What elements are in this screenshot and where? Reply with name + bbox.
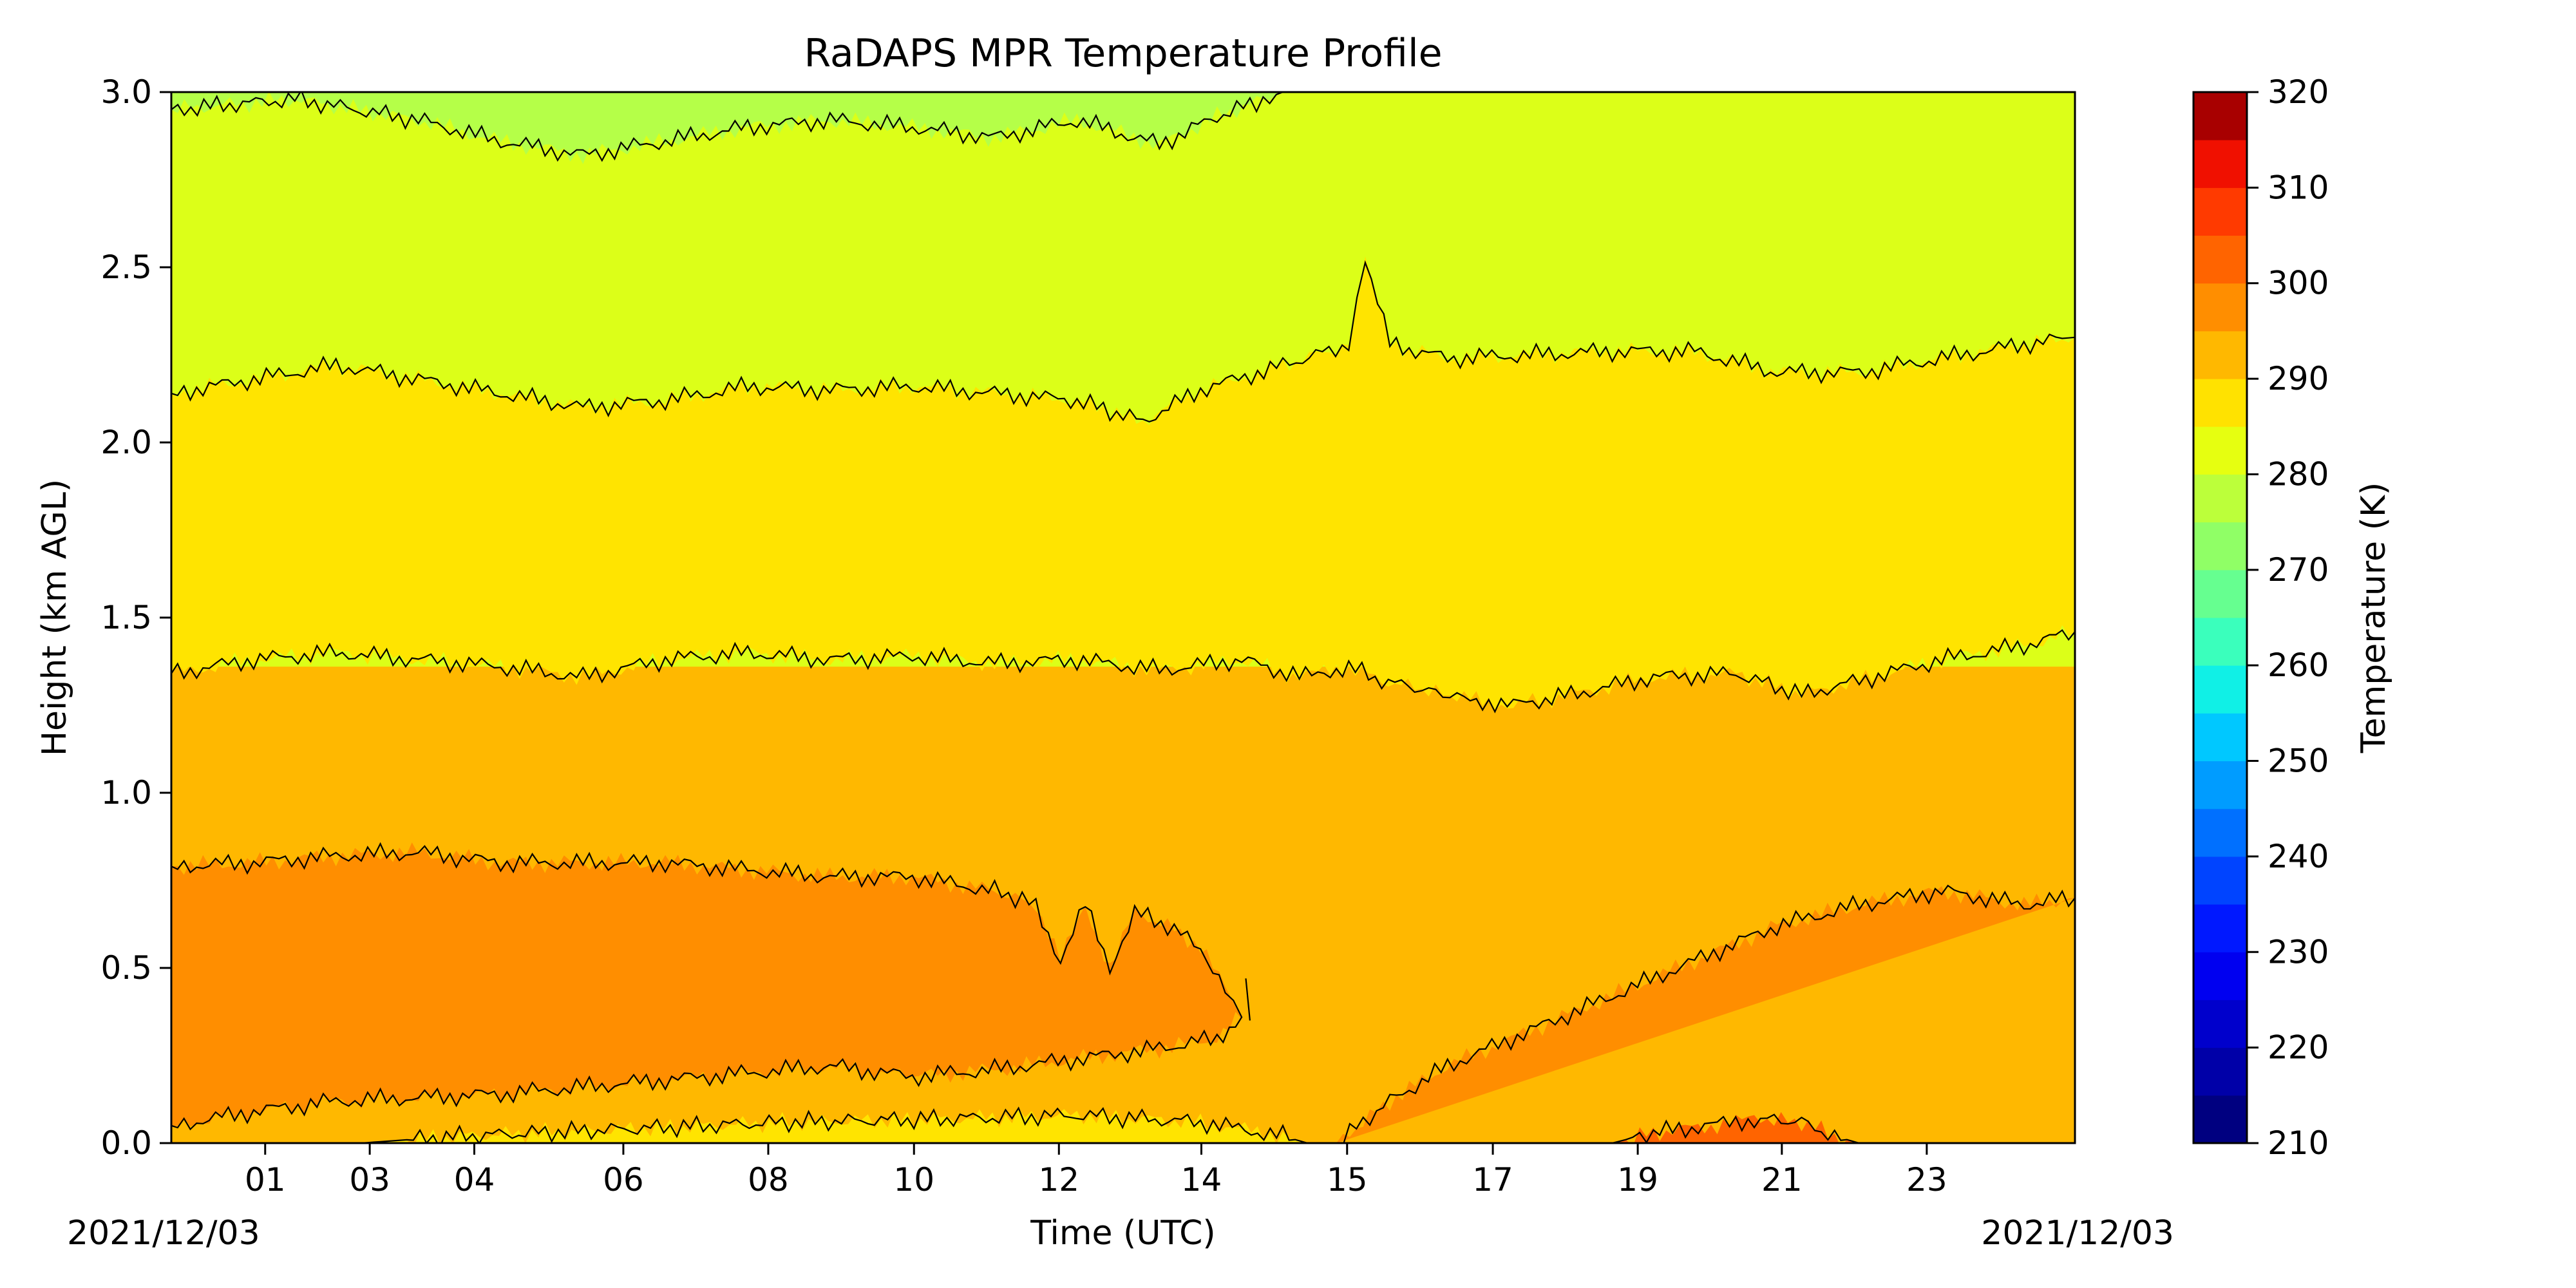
colorbar-band-265 (2193, 569, 2247, 618)
x-tick-label: 08 (748, 1161, 789, 1198)
y-tick-label: 2.0 (100, 424, 152, 461)
colorbar-tick-label: 320 (2268, 73, 2329, 111)
colorbar-band-235 (2193, 856, 2247, 905)
contour-line-275 (171, 92, 1283, 162)
x-tick-label: 14 (1181, 1161, 1222, 1198)
colorbar-band-290 (2193, 330, 2247, 379)
contour-line-295 (171, 842, 1243, 1131)
colorbar-band-280 (2193, 426, 2247, 475)
colorbar-band-305 (2193, 187, 2247, 236)
x-tick-label: 04 (454, 1161, 495, 1198)
colorbar-band-255 (2193, 665, 2247, 714)
x-tick-label: 06 (603, 1161, 644, 1198)
colorbar-band-215 (2193, 1047, 2247, 1096)
contour-region-0 (171, 92, 1283, 164)
colorbar-band-295 (2193, 283, 2247, 332)
x-tick-label: 19 (1617, 1161, 1658, 1198)
colorbar-tick-label: 270 (2268, 551, 2329, 589)
y-axis-ticks: 0.0 0.5 1.0 1.5 2.0 2.5 3.0 (100, 73, 171, 1162)
colorbar-band-260 (2193, 618, 2247, 666)
colorbar-band-310 (2193, 140, 2247, 188)
contour-region-4 (1612, 1112, 1859, 1143)
x-tick-label: 23 (1906, 1161, 1947, 1198)
contour-line-300 (1612, 1113, 1860, 1143)
colorbar-band-275 (2193, 474, 2247, 523)
chart-title: RaDAPS MPR Temperature Profile (804, 31, 1442, 76)
colorbar-band-230 (2193, 904, 2247, 952)
colorbar-tick-label: 240 (2268, 838, 2329, 875)
y-tick-label: 1.5 (100, 599, 152, 636)
x-tick-label: 15 (1327, 1161, 1368, 1198)
colorbar-band-300 (2193, 235, 2247, 284)
y-axis-label: Height (km AGL) (35, 479, 74, 756)
colorbar-band-225 (2193, 952, 2247, 1000)
x-axis-ticks: 01 03 04 06 08 10 12 14 15 17 19 21 23 (245, 1143, 1947, 1198)
date-left: 2021/12/03 (67, 1214, 260, 1253)
x-tick-label: 03 (349, 1161, 390, 1198)
y-tick-label: 0.5 (100, 949, 152, 987)
colorbar-label: Temperature (K) (2354, 482, 2393, 754)
contour-line-300 (1245, 978, 1251, 1021)
contour-fill-layer (171, 92, 2075, 1143)
y-tick-label: 0.0 (100, 1124, 152, 1162)
colorbar-bands (2193, 92, 2247, 1144)
colorbar: 210 220 230 240 250 260 270 280 290 300 310 320 Tem… (2192, 73, 2393, 1162)
colorbar-tick-label: 290 (2268, 360, 2329, 397)
y-tick-label: 1.0 (100, 774, 152, 811)
contour-line-280 (171, 260, 2075, 422)
colorbar-band-210 (2193, 1095, 2247, 1144)
x-tick-label: 12 (1038, 1161, 1079, 1198)
contour-region-1 (171, 256, 2075, 711)
background-band-0 (171, 92, 2075, 393)
colorbar-frame (2192, 91, 2248, 1144)
contour-region-3 (1336, 886, 2075, 1143)
x-tick-label: 17 (1472, 1161, 1513, 1198)
contour-line-290 (361, 1106, 1308, 1143)
date-right: 2021/12/03 (1981, 1214, 2174, 1253)
colorbar-band-245 (2193, 761, 2247, 810)
contour-line-285 (171, 629, 2075, 714)
x-tick-label: 10 (893, 1161, 934, 1198)
x-tick-label: 21 (1761, 1161, 1803, 1198)
colorbar-ticks: 210 220 230 240 250 260 270 280 290 300 310 320 (2247, 73, 2329, 1162)
contour-line-295 (1336, 884, 2075, 1143)
y-tick-label: 3.0 (100, 73, 152, 111)
colorbar-band-285 (2193, 379, 2247, 427)
contour-line-layer (171, 92, 2075, 1143)
y-tick-label: 2.5 (100, 249, 152, 286)
contour-region-5 (361, 1107, 1308, 1143)
colorbar-band-220 (2193, 999, 2247, 1048)
colorbar-tick-label: 250 (2268, 743, 2329, 780)
colorbar-band-250 (2193, 713, 2247, 762)
colorbar-tick-label: 210 (2268, 1124, 2329, 1162)
plot-area (171, 92, 2075, 1143)
colorbar-tick-label: 300 (2268, 265, 2329, 302)
contour-region-2 (171, 842, 1242, 1127)
colorbar-band-315 (2193, 92, 2247, 140)
colorbar-tick-label: 280 (2268, 455, 2329, 493)
x-tick-label: 01 (245, 1161, 286, 1198)
colorbar-tick-label: 310 (2268, 169, 2329, 206)
colorbar-band-240 (2193, 808, 2247, 857)
x-axis-label: Time (UTC) (1030, 1214, 1215, 1253)
colorbar-tick-label: 230 (2268, 933, 2329, 971)
colorbar-tick-label: 220 (2268, 1029, 2329, 1066)
colorbar-band-270 (2193, 522, 2247, 571)
colorbar-tick-label: 260 (2268, 647, 2329, 684)
